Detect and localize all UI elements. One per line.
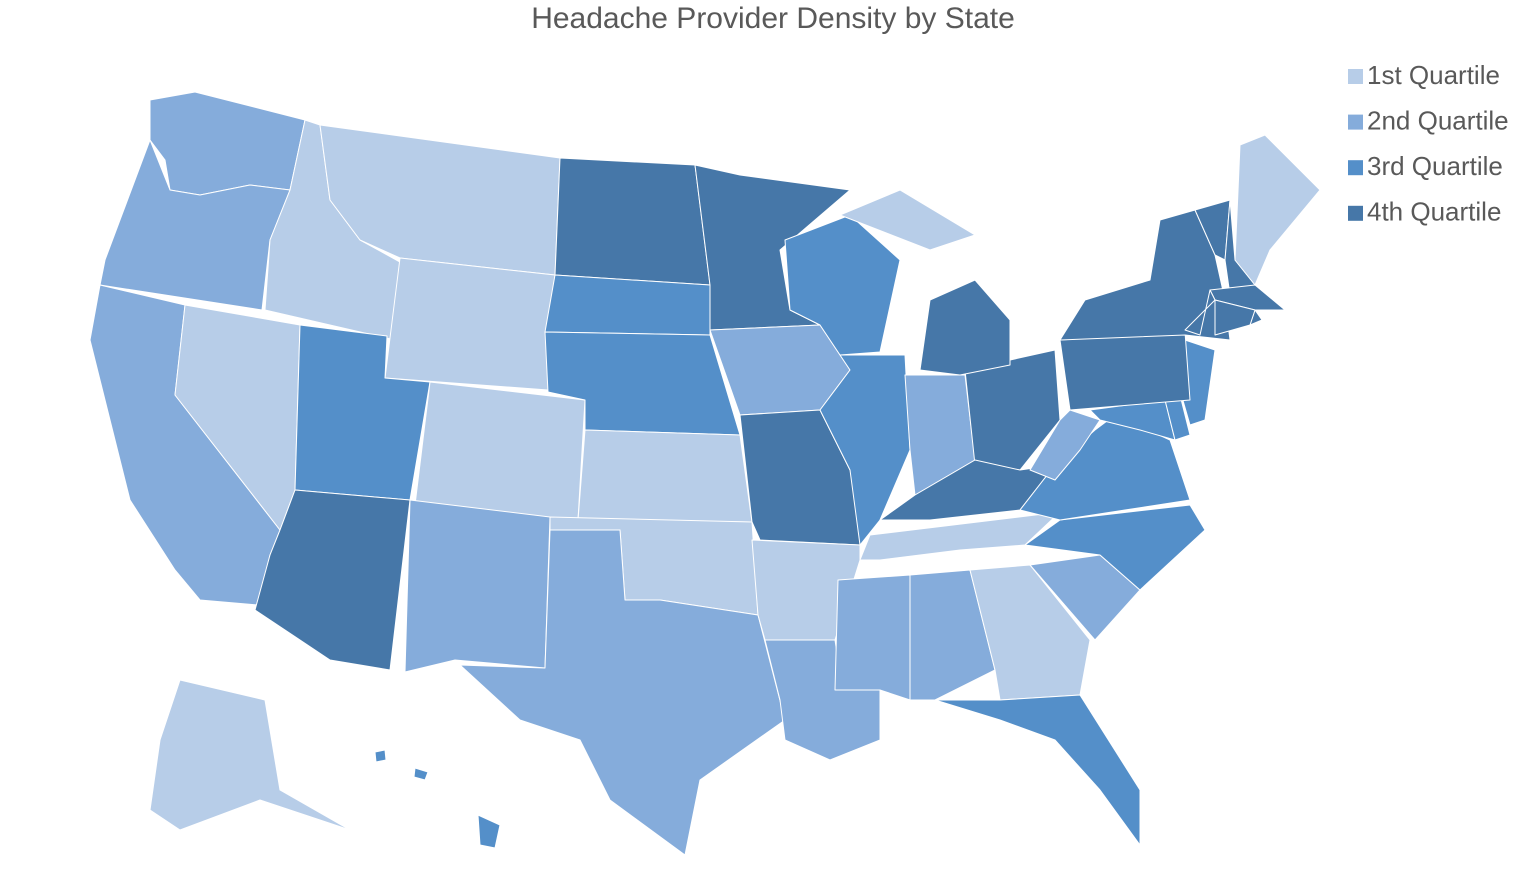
state-region (834, 574, 911, 701)
state-region (374, 749, 387, 763)
state-region (384, 257, 556, 391)
map-title: Headache Provider Density by State (531, 2, 1015, 35)
legend: 1st Quartile 2nd Quartile 3rd Quartile 4th … (1348, 60, 1509, 227)
state-region (919, 279, 1011, 376)
state-region (934, 694, 1141, 846)
state-region (577, 429, 753, 523)
state-region (254, 489, 411, 671)
legend-label: 1st Quartile (1367, 60, 1500, 90)
state-region (909, 569, 996, 701)
states (89, 91, 1321, 856)
state-region (149, 91, 306, 196)
legend-label: 4th Quartile (1367, 197, 1501, 227)
state-region (839, 189, 976, 251)
state-region (964, 349, 1061, 471)
legend-swatch (1348, 114, 1363, 130)
state-region (544, 274, 711, 336)
state-region (414, 381, 586, 521)
legend-label: 3rd Quartile (1367, 151, 1503, 181)
legend-swatch (1348, 160, 1363, 176)
state-region (1059, 209, 1231, 341)
state-region (1059, 331, 1191, 411)
state-region (149, 679, 351, 831)
legend-swatch (1348, 69, 1363, 84)
state-region (554, 157, 711, 286)
state-region (1214, 299, 1256, 336)
state-region (404, 499, 551, 673)
state-region (1184, 289, 1216, 336)
state-region (1234, 134, 1321, 286)
state-region (459, 529, 786, 856)
legend-swatch (1348, 205, 1363, 221)
state-region (413, 767, 429, 781)
legend-label: 2nd Quartile (1367, 105, 1509, 135)
state-region (477, 814, 501, 849)
